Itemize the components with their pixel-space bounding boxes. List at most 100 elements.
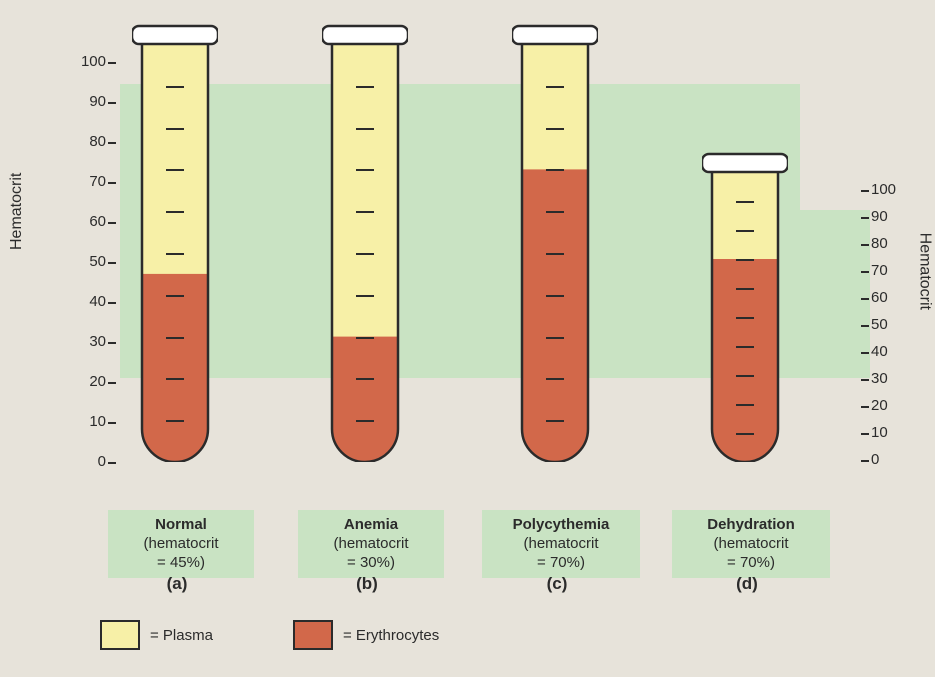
left-axis-label: Hematocrit [8, 173, 26, 250]
tube-tick [736, 230, 754, 232]
tube-tick [356, 128, 374, 130]
axis-tick-number: 10 [871, 424, 888, 441]
axis-tick-mark [108, 422, 116, 424]
tube-tick [546, 295, 564, 297]
tube-tick [356, 211, 374, 213]
tube-label-c: Polycythemia(hematocrit= 70%) [482, 510, 640, 578]
tube-tick [356, 420, 374, 422]
tube-tick [736, 288, 754, 290]
tube-tick [356, 169, 374, 171]
tube-b [322, 24, 408, 462]
axis-tick-number: 50 [871, 316, 888, 333]
tube-tick [736, 433, 754, 435]
axis-tick-mark [861, 190, 869, 192]
erythrocyte-legend-text: = Erythrocytes [343, 627, 439, 644]
axis-tick-number: 10 [89, 413, 106, 430]
axis-tick-mark [108, 262, 116, 264]
background-highlight [120, 84, 800, 378]
axis-tick-mark [861, 244, 869, 246]
tube-tick [356, 378, 374, 380]
tube-tick [166, 337, 184, 339]
tube-tick [736, 317, 754, 319]
tube-tick [356, 253, 374, 255]
tube-label-name: Polycythemia [486, 516, 636, 535]
tube-d [702, 152, 788, 462]
tube-tick [166, 169, 184, 171]
axis-tick-number: 40 [89, 293, 106, 310]
axis-tick-number: 100 [81, 53, 106, 70]
tube-tick [166, 86, 184, 88]
tube-tick [166, 420, 184, 422]
legend: = Plasma = Erythrocytes [100, 620, 439, 650]
tube-sublabel-b: (b) [298, 574, 436, 594]
tube-label-detail: (hematocrit [676, 535, 826, 554]
legend-plasma: = Plasma [100, 620, 213, 650]
tube-label-detail: (hematocrit [302, 535, 440, 554]
tube-label-detail: (hematocrit [486, 535, 636, 554]
axis-tick-mark [108, 342, 116, 344]
tube-tick [736, 375, 754, 377]
axis-tick-mark [108, 142, 116, 144]
axis-tick-mark [108, 102, 116, 104]
left-axis: 0102030405060708090100 [70, 62, 110, 462]
tube-c [512, 24, 598, 462]
right-axis-label: Hematocrit [915, 233, 933, 310]
axis-tick-mark [108, 382, 116, 384]
tube-label-detail: = 70%) [676, 554, 826, 573]
axis-tick-mark [861, 325, 869, 327]
tube-tick [166, 128, 184, 130]
axis-tick-mark [108, 62, 116, 64]
right-axis: 0102030405060708090100 [867, 190, 907, 460]
tube-tick [356, 337, 374, 339]
axis-tick-number: 60 [89, 213, 106, 230]
tube-label-d: Dehydration(hematocrit= 70%) [672, 510, 830, 578]
axis-tick-mark [108, 182, 116, 184]
tube-a [132, 24, 218, 462]
plasma-swatch [100, 620, 140, 650]
axis-tick-number: 0 [871, 451, 879, 468]
axis-tick-number: 20 [871, 397, 888, 414]
axis-tick-mark [108, 462, 116, 464]
tube-tick [546, 420, 564, 422]
erythrocyte-swatch [293, 620, 333, 650]
axis-tick-mark [108, 222, 116, 224]
axis-tick-number: 60 [871, 289, 888, 306]
axis-tick-mark [861, 352, 869, 354]
axis-tick-number: 100 [871, 181, 896, 198]
tube-label-name: Dehydration [676, 516, 826, 535]
tube-label-detail: = 45%) [112, 554, 250, 573]
tube-tick [546, 378, 564, 380]
background-highlight [800, 210, 870, 378]
axis-tick-number: 20 [89, 373, 106, 390]
tube-label-b: Anemia(hematocrit= 30%) [298, 510, 444, 578]
axis-tick-number: 40 [871, 343, 888, 360]
axis-tick-mark [861, 271, 869, 273]
tube-tick [166, 211, 184, 213]
tube-tick [736, 404, 754, 406]
tube-label-detail: = 30%) [302, 554, 440, 573]
axis-tick-mark [861, 379, 869, 381]
legend-erythrocytes: = Erythrocytes [293, 620, 439, 650]
tube-tick [736, 201, 754, 203]
axis-tick-number: 90 [871, 208, 888, 225]
axis-tick-number: 30 [89, 333, 106, 350]
axis-tick-mark [108, 302, 116, 304]
axis-tick-number: 80 [89, 133, 106, 150]
axis-tick-mark [861, 433, 869, 435]
tube-sublabel-c: (c) [482, 574, 632, 594]
axis-tick-mark [861, 217, 869, 219]
axis-tick-number: 70 [89, 173, 106, 190]
axis-tick-number: 70 [871, 262, 888, 279]
tube-tick [546, 337, 564, 339]
axis-tick-mark [861, 298, 869, 300]
tube-label-name: Normal [112, 516, 250, 535]
tube-label-a: Normal(hematocrit= 45%) [108, 510, 254, 578]
tube-tick [546, 253, 564, 255]
tube-tick [356, 295, 374, 297]
tube-label-detail: (hematocrit [112, 535, 250, 554]
tube-label-detail: = 70%) [486, 554, 636, 573]
tube-tick [736, 346, 754, 348]
tube-tick [166, 253, 184, 255]
axis-tick-number: 50 [89, 253, 106, 270]
axis-tick-mark [861, 460, 869, 462]
